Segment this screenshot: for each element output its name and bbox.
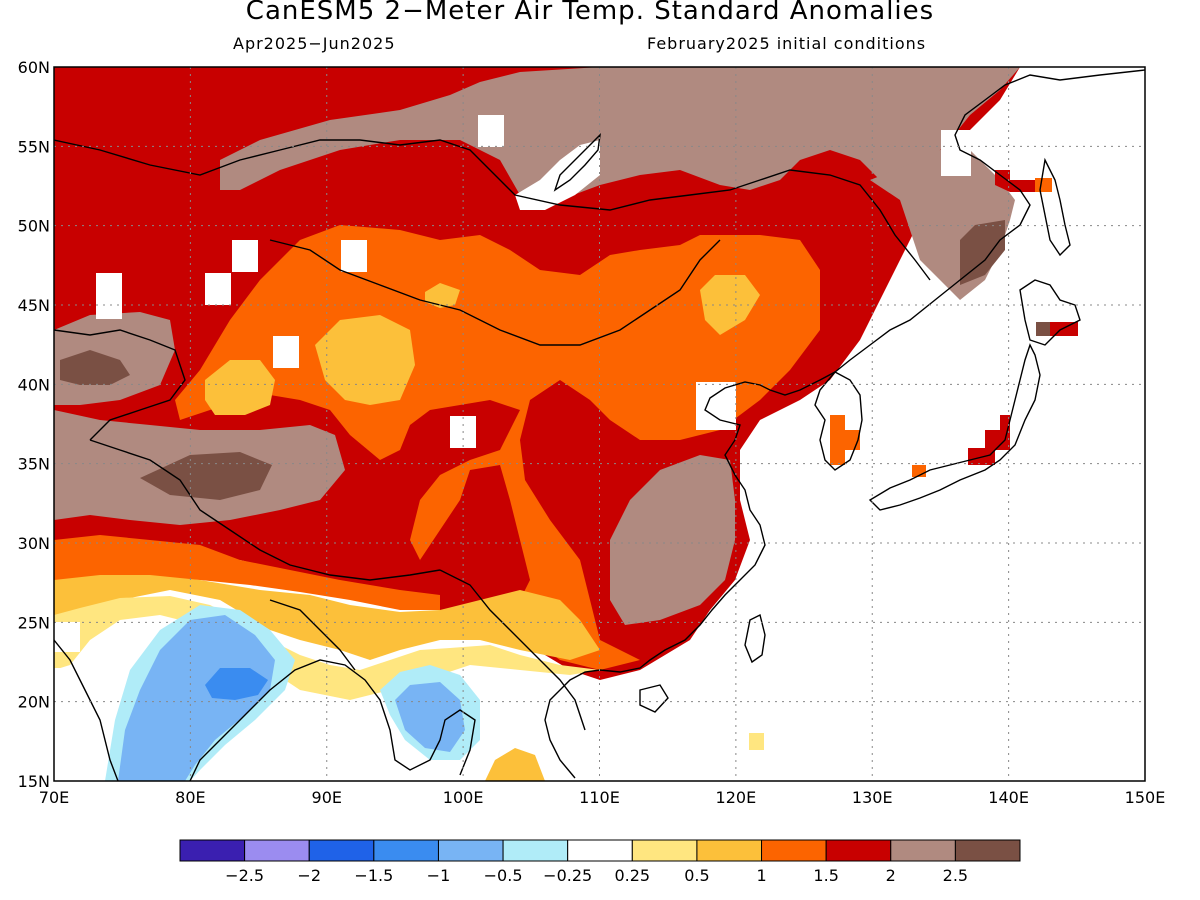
coastline-east-asia (544, 69, 1145, 779)
legend-label: −1.5 (354, 866, 393, 885)
anomaly-region-15-central-island (420, 465, 530, 600)
legend-swatch (244, 839, 310, 862)
border-russia-china-mongolia (54, 139, 931, 281)
anomaly-fields (54, 67, 1145, 781)
legend-label: −2 (297, 866, 321, 885)
forecast-period: Apr2025−Jun2025 (233, 34, 396, 53)
coastline-south-asia (54, 639, 119, 781)
anomaly-region-1-korea (830, 415, 860, 465)
lat-tick-label: 20N (18, 693, 50, 712)
legend-label: 2 (886, 866, 896, 885)
lat-tick-label: 30N (18, 534, 50, 553)
legend-label: 1 (756, 866, 766, 885)
color-legend: −2.5 −2 −1.5 −1 −0.5 −0.25 0.25 0.5 1 1.5 2 2.5 (179, 839, 1021, 885)
legend-swatch (567, 839, 633, 862)
border-indochina (439, 569, 586, 731)
anomaly-region-2-north (220, 67, 1020, 200)
lon-tick-label: 80E (175, 788, 205, 807)
legend-swatch (308, 839, 375, 862)
longitude-axis: 70E 80E 90E 100E 110E 120E 130E 140E 150E (39, 788, 1166, 807)
lon-tick-label: 130E (852, 788, 893, 807)
anomaly-region-25-manchuria (960, 220, 1005, 285)
anomaly-region-05-gobi (315, 315, 415, 405)
anomaly-region-05-tarim (205, 360, 275, 415)
legend-label: −0.5 (484, 866, 523, 885)
coastlines-and-borders (54, 69, 1145, 781)
anomaly-region-neg15-india (205, 668, 268, 700)
anomaly-region-15-japan (968, 415, 1010, 465)
chart-title: CanESM5 2−Meter Air Temp. Standard Anoma… (245, 0, 935, 26)
anomaly-region-05-north (425, 283, 460, 308)
coastline-bay-of-bengal (189, 659, 476, 781)
map-frame (53, 66, 1146, 782)
legend-swatch (437, 839, 504, 862)
anomaly-region-05-south (54, 575, 600, 660)
border-mongolia-china (269, 239, 721, 346)
anomaly-region-05-northeast (700, 275, 760, 335)
anomaly-region-neg1-india (118, 615, 275, 781)
legend-swatch (373, 839, 439, 862)
lon-tick-label: 110E (579, 788, 620, 807)
anomaly-region-25-kuril (1036, 322, 1050, 336)
legend-swatch (954, 839, 1021, 862)
lon-tick-label: 140E (988, 788, 1029, 807)
legend-label: 0.5 (684, 866, 709, 885)
coastline-hainan (639, 684, 669, 713)
coastline-hokkaido (1019, 279, 1081, 346)
legend-swatch (502, 839, 569, 862)
anomaly-region-1-hokkaido (1035, 178, 1052, 192)
anomaly-region-1-south (54, 535, 440, 610)
lat-tick-label: 15N (18, 772, 50, 791)
lon-tick-label: 70E (39, 788, 69, 807)
coastline-korea (814, 371, 863, 471)
lat-tick-label: 60N (18, 58, 50, 77)
border-himalaya (89, 439, 441, 581)
lat-tick-label: 40N (18, 375, 50, 394)
legend-label: 2.5 (943, 866, 968, 885)
anomaly-region-25-west (60, 350, 130, 385)
anomaly-region-05-indochina-south (485, 748, 545, 781)
coastline-japan (868, 343, 1041, 511)
lat-tick-label: 50N (18, 217, 50, 236)
lat-tick-label: 45N (18, 296, 50, 315)
anomaly-region-15-kuril (1050, 322, 1078, 336)
border-central-asia (54, 329, 186, 441)
anomaly-region-2-southeast (610, 455, 735, 625)
lat-tick-label: 25N (18, 613, 50, 632)
lon-tick-label: 120E (716, 788, 757, 807)
legend-label: −0.25 (543, 866, 592, 885)
gridlines (54, 67, 1145, 781)
legend-swatch (179, 839, 246, 862)
lat-tick-label: 35N (18, 455, 50, 474)
coastline-taiwan (744, 613, 766, 664)
anomaly-region-neg1-indochina (395, 682, 465, 752)
legend-label: 0.25 (614, 866, 650, 885)
legend-swatch (890, 839, 956, 862)
coastline-sakhalin (1039, 157, 1071, 257)
lake-baikal (553, 133, 601, 192)
legend-swatch (761, 839, 827, 862)
border-india-east (269, 599, 356, 671)
anomaly-region-05-taiwan (749, 733, 764, 750)
legend-swatch (825, 839, 892, 862)
lon-tick-label: 90E (312, 788, 342, 807)
legend-label: −1 (427, 866, 451, 885)
legend-swatch (696, 839, 763, 862)
lat-tick-label: 55N (18, 137, 50, 156)
legend-swatch (631, 839, 698, 862)
legend-label: −2.5 (225, 866, 264, 885)
latitude-axis: 15N 20N 25N 30N 35N 40N 45N 50N 55N 60N (18, 58, 50, 791)
lon-tick-label: 100E (443, 788, 484, 807)
lon-tick-label: 150E (1125, 788, 1166, 807)
initial-conditions: February2025 initial conditions (647, 34, 927, 53)
legend-label: 1.5 (813, 866, 838, 885)
